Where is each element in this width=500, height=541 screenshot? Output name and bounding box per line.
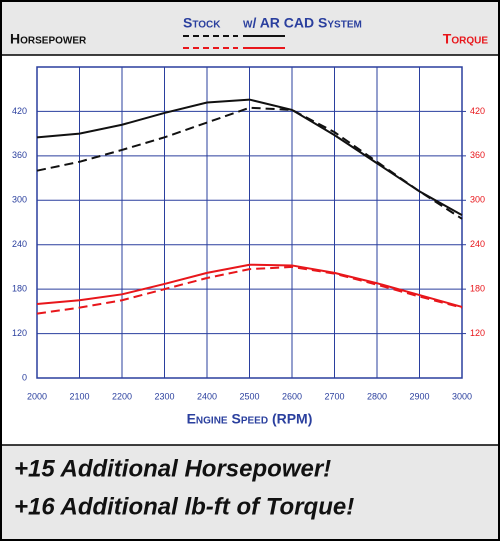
x-tick-label: 2400 [197,391,217,401]
y2-tick-label: 120 [470,328,485,338]
x-axis-title: Engine Speed (RPM) [187,411,313,427]
x-tick-label: 2500 [239,391,259,401]
x-tick-label: 2900 [409,391,429,401]
y-tick-label: 420 [12,106,27,116]
legend-label: Stock [183,15,221,31]
banner-band [2,445,498,539]
x-tick-label: 2000 [27,391,47,401]
x-tick-label: 2300 [154,391,174,401]
y-tick-label: 240 [12,239,27,249]
banner-line: +16 Additional lb-ft of Torque! [14,493,354,520]
y-tick-label: 180 [12,284,27,294]
y2-tick-label: 420 [470,106,485,116]
series-line [36,265,463,315]
y2-tick-label: 360 [470,150,485,160]
legend-label: w/ AR CAD System [243,15,362,31]
plot-border [36,66,463,379]
y2-tick-label: 240 [470,239,485,249]
y-tick-label: 120 [12,328,27,338]
y-tick-label: 360 [12,150,27,160]
y2-tick-label: 180 [470,284,485,294]
x-tick-label: 3000 [452,391,472,401]
x-tick-label: 2200 [112,391,132,401]
right-label: Torque [443,31,489,47]
left-label: Horsepower [10,31,87,47]
y-tick-label: 300 [12,195,27,205]
x-tick-label: 2100 [69,391,89,401]
series-line [36,98,463,216]
x-tick-label: 2600 [282,391,302,401]
y-tick-label: 0 [22,372,27,382]
header-band [2,2,498,55]
banner-line: +15 Additional Horsepower! [14,455,331,482]
series-line [36,263,463,308]
x-tick-label: 2700 [324,391,344,401]
x-tick-label: 2800 [367,391,387,401]
y2-tick-label: 300 [470,195,485,205]
